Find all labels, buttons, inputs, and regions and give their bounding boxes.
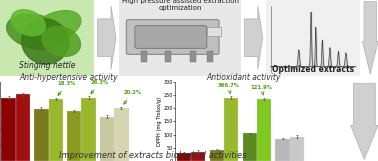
Polygon shape: [11, 10, 45, 36]
Bar: [100, 117, 114, 161]
Polygon shape: [98, 6, 116, 70]
FancyBboxPatch shape: [126, 20, 219, 54]
Bar: [2, 98, 15, 161]
Text: 18.3%: 18.3%: [58, 81, 76, 95]
Polygon shape: [245, 6, 263, 70]
Y-axis label: DPPH (mg Trolox/g): DPPH (mg Trolox/g): [157, 97, 162, 146]
Bar: [190, 51, 196, 62]
Text: Stinging nettle: Stinging nettle: [19, 61, 75, 70]
Text: Optimized extracts: Optimized extracts: [272, 65, 354, 74]
FancyBboxPatch shape: [135, 26, 207, 48]
Text: Improvement of extracts biological activities: Improvement of extracts biological activ…: [59, 151, 247, 160]
Bar: [207, 51, 213, 62]
Text: 26.3%: 26.3%: [91, 80, 109, 94]
Bar: [81, 98, 96, 161]
Bar: [67, 111, 81, 161]
Polygon shape: [363, 1, 378, 74]
Polygon shape: [32, 11, 81, 42]
Text: 366.7%: 366.7%: [218, 83, 240, 94]
Polygon shape: [22, 19, 69, 64]
Bar: [48, 99, 63, 161]
Title: Antioxidant activity: Antioxidant activity: [207, 73, 281, 82]
Bar: [114, 108, 129, 161]
Bar: [210, 150, 224, 161]
Polygon shape: [350, 83, 378, 159]
Bar: [191, 152, 205, 161]
Bar: [290, 137, 304, 161]
Bar: [15, 94, 30, 161]
Text: 20.2%: 20.2%: [124, 90, 142, 104]
Bar: [34, 109, 48, 161]
Polygon shape: [42, 27, 81, 57]
Bar: [207, 27, 222, 36]
Text: High pressure assisted extraction
optimization: High pressure assisted extraction optimi…: [121, 0, 239, 11]
Bar: [177, 152, 191, 161]
Bar: [166, 51, 172, 62]
Bar: [224, 98, 238, 161]
Title: Anti-hypertensive activity: Anti-hypertensive activity: [19, 73, 118, 82]
Bar: [257, 99, 271, 161]
Text: 121.9%: 121.9%: [251, 85, 273, 95]
Polygon shape: [6, 14, 65, 49]
Bar: [276, 138, 290, 161]
Bar: [141, 51, 147, 62]
Bar: [243, 133, 257, 161]
